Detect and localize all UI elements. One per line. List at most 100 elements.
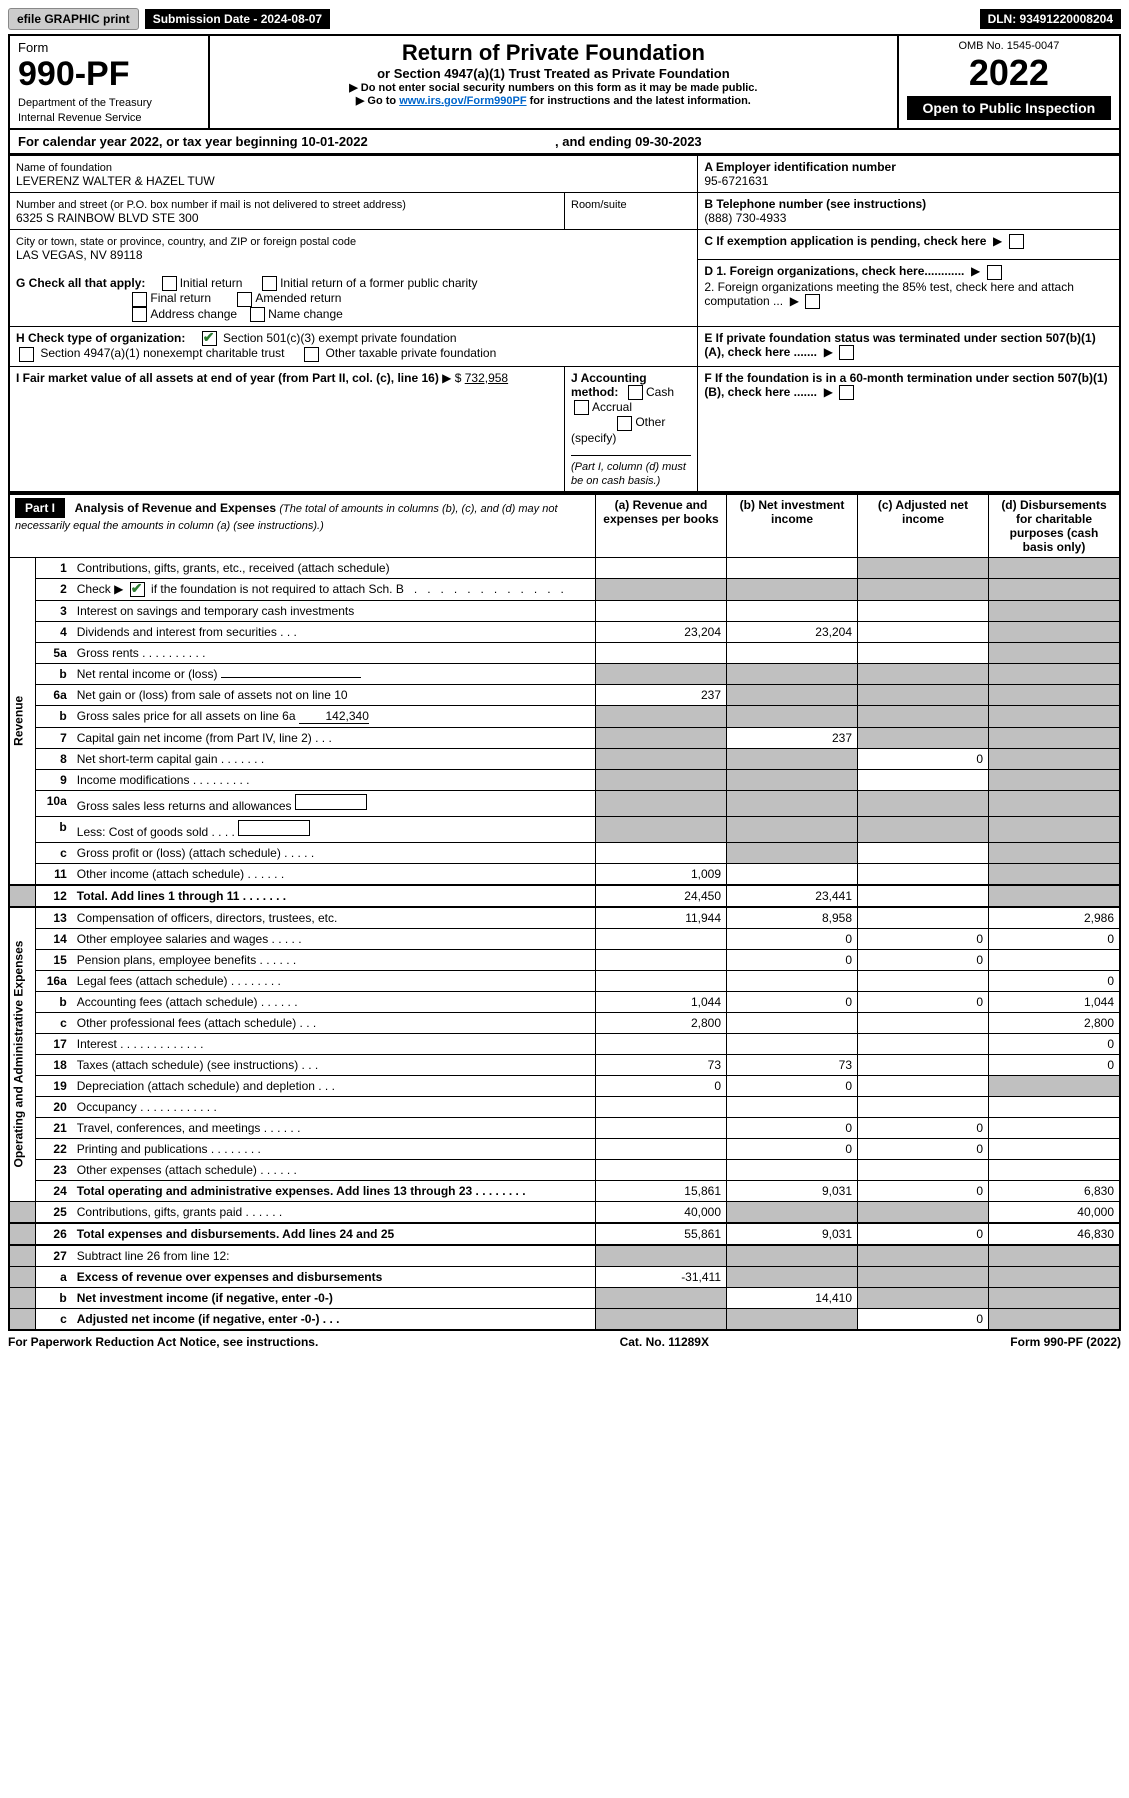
address-change-checkbox[interactable] xyxy=(132,307,147,322)
form-note2: ▶ Go to www.irs.gov/Form990PF for instru… xyxy=(218,94,889,107)
irs-label: Internal Revenue Service xyxy=(18,112,142,124)
e-label: E If private foundation status was termi… xyxy=(704,331,1095,359)
other-taxable-checkbox[interactable] xyxy=(304,347,319,362)
table-row: 12Total. Add lines 1 through 11 . . . . … xyxy=(9,885,1120,907)
table-row: 5aGross rents . . . . . . . . . . xyxy=(9,642,1120,663)
foreign-85-checkbox[interactable] xyxy=(805,294,820,309)
name-change-checkbox[interactable] xyxy=(250,307,265,322)
revenue-side-label: Revenue xyxy=(9,557,35,885)
table-row: bNet investment income (if negative, ent… xyxy=(9,1287,1120,1308)
h-opt1: Section 501(c)(3) exempt private foundat… xyxy=(223,331,456,345)
address-value: 6325 S RAINBOW BLVD STE 300 xyxy=(16,211,199,225)
efile-print-button[interactable]: efile GRAPHIC print xyxy=(8,8,139,30)
city-label: City or town, state or province, country… xyxy=(16,236,356,248)
table-row: 11Other income (attach schedule) . . . .… xyxy=(9,863,1120,885)
status-terminated-checkbox[interactable] xyxy=(839,345,854,360)
ein-label: A Employer identification number xyxy=(704,160,896,174)
other-method-checkbox[interactable] xyxy=(617,416,632,431)
final-return-checkbox[interactable] xyxy=(132,292,147,307)
c-label: C If exemption application is pending, c… xyxy=(704,234,986,248)
table-row: 18Taxes (attach schedule) (see instructi… xyxy=(9,1054,1120,1075)
d2-label: 2. Foreign organizations meeting the 85%… xyxy=(704,280,1074,308)
form990pf-link[interactable]: www.irs.gov/Form990PF xyxy=(399,95,526,107)
i-label: I Fair market value of all assets at end… xyxy=(16,371,439,385)
sch-b-checkbox[interactable] xyxy=(130,582,145,597)
d1-label: D 1. Foreign organizations, check here..… xyxy=(704,264,964,278)
f-label: F If the foundation is in a 60-month ter… xyxy=(704,371,1107,399)
cash-checkbox[interactable] xyxy=(628,385,643,400)
footer-right: Form 990-PF (2022) xyxy=(1010,1335,1121,1349)
table-row: 14Other employee salaries and wages . . … xyxy=(9,928,1120,949)
form-number: 990-PF xyxy=(18,55,130,93)
col-c-header: (c) Adjusted net income xyxy=(858,494,989,558)
form-note1: ▶ Do not enter social security numbers o… xyxy=(218,81,889,94)
h-opt2: Section 4947(a)(1) nonexempt charitable … xyxy=(40,346,284,360)
table-row: b Gross sales price for all assets on li… xyxy=(9,705,1120,727)
table-row: 19Depreciation (attach schedule) and dep… xyxy=(9,1075,1120,1096)
amended-return-checkbox[interactable] xyxy=(237,292,252,307)
table-row: 15Pension plans, employee benefits . . .… xyxy=(9,949,1120,970)
expenses-side-label: Operating and Administrative Expenses xyxy=(9,907,35,1202)
table-row: 21Travel, conferences, and meetings . . … xyxy=(9,1117,1120,1138)
g-opt-0: Initial return xyxy=(180,276,243,290)
table-row: 24Total operating and administrative exp… xyxy=(9,1180,1120,1201)
table-row: b Net rental income or (loss) xyxy=(9,663,1120,684)
phone-value: (888) 730-4933 xyxy=(704,211,786,225)
g-label: G Check all that apply: xyxy=(16,276,145,290)
part1-table: Part I Analysis of Revenue and Expenses … xyxy=(8,493,1121,1331)
4947a1-checkbox[interactable] xyxy=(19,347,34,362)
fmv-value: 732,958 xyxy=(465,371,508,385)
table-row: 6aNet gain or (loss) from sale of assets… xyxy=(9,684,1120,705)
h-opt3: Other taxable private foundation xyxy=(326,346,497,360)
part1-title: Analysis of Revenue and Expenses xyxy=(75,501,276,515)
ein-value: 95-6721631 xyxy=(704,174,768,188)
col-a-header: (a) Revenue and expenses per books xyxy=(596,494,727,558)
table-row: bAccounting fees (attach schedule) . . .… xyxy=(9,991,1120,1012)
foundation-name: LEVERENZ WALTER & HAZEL TUW xyxy=(16,174,215,188)
foreign-org-checkbox[interactable] xyxy=(987,265,1002,280)
table-row: 16aLegal fees (attach schedule) . . . . … xyxy=(9,970,1120,991)
table-row: 26Total expenses and disbursements. Add … xyxy=(9,1223,1120,1245)
g-opt-3: Initial return of a former public charit… xyxy=(280,276,477,290)
initial-return-former-checkbox[interactable] xyxy=(262,276,277,291)
form-subtitle: or Section 4947(a)(1) Trust Treated as P… xyxy=(218,66,889,81)
top-bar: efile GRAPHIC print Submission Date - 20… xyxy=(8,8,1121,30)
calendar-year-line: For calendar year 2022, or tax year begi… xyxy=(9,129,1120,154)
exemption-pending-checkbox[interactable] xyxy=(1009,234,1024,249)
table-row: cAdjusted net income (if negative, enter… xyxy=(9,1308,1120,1330)
table-row: aExcess of revenue over expenses and dis… xyxy=(9,1266,1120,1287)
table-row: Revenue 1 Contributions, gifts, grants, … xyxy=(9,557,1120,578)
col-d-header: (d) Disbursements for charitable purpose… xyxy=(989,494,1121,558)
open-to-public-badge: Open to Public Inspection xyxy=(907,96,1111,120)
footer-left: For Paperwork Reduction Act Notice, see … xyxy=(8,1335,318,1349)
dln-label: DLN: 93491220008204 xyxy=(980,9,1121,29)
table-row: 10a Gross sales less returns and allowan… xyxy=(9,790,1120,816)
table-row: 3Interest on savings and temporary cash … xyxy=(9,600,1120,621)
accrual-checkbox[interactable] xyxy=(574,400,589,415)
initial-return-checkbox[interactable] xyxy=(162,276,177,291)
footer: For Paperwork Reduction Act Notice, see … xyxy=(8,1335,1121,1349)
table-row: cOther professional fees (attach schedul… xyxy=(9,1012,1120,1033)
footer-mid: Cat. No. 11289X xyxy=(620,1335,709,1349)
dept-label: Department of the Treasury xyxy=(18,97,152,109)
g-opt-1: Final return xyxy=(150,291,211,305)
table-row: cGross profit or (loss) (attach schedule… xyxy=(9,842,1120,863)
table-row: 23Other expenses (attach schedule) . . .… xyxy=(9,1159,1120,1180)
omb-number: OMB No. 1545-0047 xyxy=(907,40,1111,52)
form-title: Return of Private Foundation xyxy=(218,40,889,66)
j-note: (Part I, column (d) must be on cash basi… xyxy=(571,461,686,487)
form-label: Form xyxy=(18,40,48,55)
city-value: LAS VEGAS, NV 89118 xyxy=(16,248,143,262)
table-row: 27Subtract line 26 from line 12: xyxy=(9,1245,1120,1267)
table-row: 7Capital gain net income (from Part IV, … xyxy=(9,727,1120,748)
501c3-checkbox[interactable] xyxy=(202,331,217,346)
submission-date-label: Submission Date - 2024-08-07 xyxy=(145,9,330,29)
table-row: 9Income modifications . . . . . . . . . xyxy=(9,769,1120,790)
g-opt-2: Address change xyxy=(150,307,237,321)
room-label: Room/suite xyxy=(571,199,627,211)
table-row: 2 Check ▶ if the foundation is not requi… xyxy=(9,578,1120,600)
60-month-checkbox[interactable] xyxy=(839,385,854,400)
table-row: 22Printing and publications . . . . . . … xyxy=(9,1138,1120,1159)
g-opt-5: Name change xyxy=(268,307,343,321)
table-row: 4Dividends and interest from securities … xyxy=(9,621,1120,642)
